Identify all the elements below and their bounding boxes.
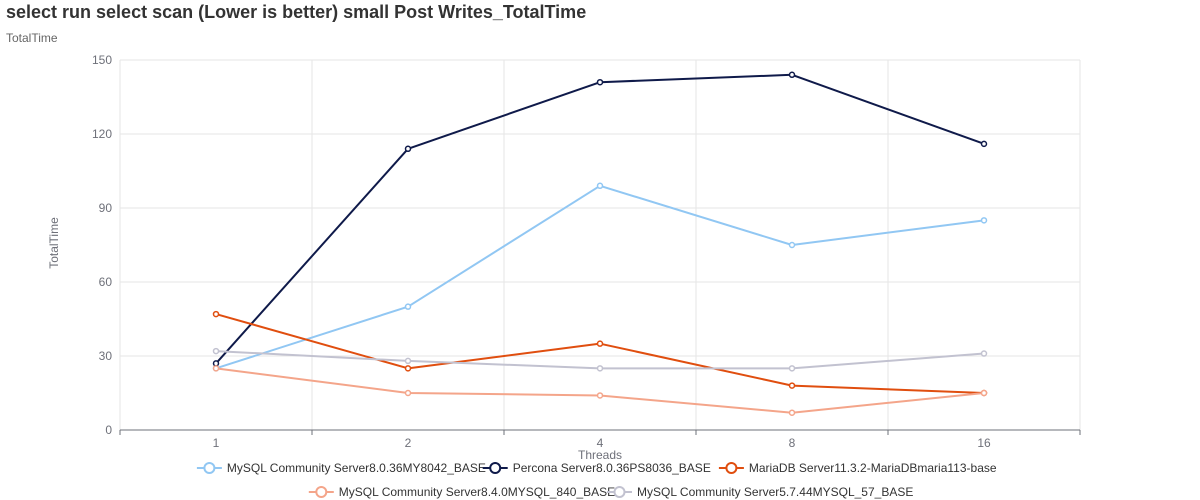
legend-label: MySQL Community Server5.7.44MYSQL_57_BAS… xyxy=(637,485,913,499)
data-point[interactable] xyxy=(980,389,988,397)
data-point[interactable] xyxy=(596,392,604,399)
data-point[interactable] xyxy=(596,78,604,86)
legend-marker xyxy=(725,462,738,474)
data-point[interactable] xyxy=(788,409,796,416)
axes: 0 30 60 90 120 150 1 2 4 8 16 Threads TotalTime xyxy=(47,53,1081,462)
chart-subtitle: TotalTime xyxy=(6,31,58,45)
x-axis-title: Threads xyxy=(578,448,622,462)
legend-label: MariaDB Server11.3.2-MariaDBmaria113-bas… xyxy=(749,461,997,475)
legend-marker xyxy=(203,462,216,474)
y-tick-label: 120 xyxy=(92,127,112,141)
legend-label: Percona Server8.0.36PS8036_BASE xyxy=(513,461,711,475)
data-point[interactable] xyxy=(404,145,412,153)
legend-item[interactable]: Percona Server8.0.36PS8036_BASE xyxy=(482,461,711,475)
data-point[interactable] xyxy=(788,382,796,389)
data-point[interactable] xyxy=(788,241,796,249)
legend-marker xyxy=(489,462,502,474)
legend-item[interactable]: MariaDB Server11.3.2-MariaDBmaria113-bas… xyxy=(718,461,997,475)
data-point[interactable] xyxy=(404,303,412,310)
legend-marker xyxy=(613,486,626,498)
data-point[interactable] xyxy=(212,347,220,355)
y-tick-label: 150 xyxy=(92,53,112,67)
data-point[interactable] xyxy=(404,389,412,397)
y-tick-label: 30 xyxy=(99,349,113,363)
grid xyxy=(119,59,1081,430)
data-point[interactable] xyxy=(212,365,220,372)
y-tick-label: 0 xyxy=(105,423,112,437)
legend: MySQL Community Server8.0.36MY8042_BASE P… xyxy=(196,461,997,499)
series-4 xyxy=(212,365,988,416)
x-tick-label: 4 xyxy=(597,436,604,450)
data-point[interactable] xyxy=(980,217,988,224)
legend-item[interactable]: MySQL Community Server8.0.36MY8042_BASE xyxy=(196,461,486,475)
legend-marker xyxy=(315,486,328,498)
data-point[interactable] xyxy=(788,71,796,79)
legend-item[interactable]: MySQL Community Server5.7.44MYSQL_57_BAS… xyxy=(607,485,913,499)
x-tick-label: 2 xyxy=(405,436,412,450)
data-point[interactable] xyxy=(980,350,988,357)
series-line[interactable] xyxy=(215,313,985,394)
data-point[interactable] xyxy=(596,365,604,372)
legend-label: MySQL Community Server8.0.36MY8042_BASE xyxy=(227,461,486,475)
y-tick-label: 90 xyxy=(99,201,113,215)
data-point[interactable] xyxy=(596,340,604,347)
data-point[interactable] xyxy=(404,357,412,365)
y-axis-title: TotalTime xyxy=(47,217,61,269)
data-point[interactable] xyxy=(212,310,220,318)
series-group xyxy=(212,71,988,416)
series-5 xyxy=(212,347,988,372)
legend-item[interactable]: MySQL Community Server8.4.0MYSQL_840_BAS… xyxy=(308,485,615,499)
data-point[interactable] xyxy=(596,182,604,190)
legend-label: MySQL Community Server8.4.0MYSQL_840_BAS… xyxy=(339,485,615,499)
series-line[interactable] xyxy=(215,73,985,365)
chart-title: select run select scan (Lower is better)… xyxy=(6,2,587,22)
series-2 xyxy=(212,71,988,367)
x-tick-label: 8 xyxy=(789,436,796,450)
data-point[interactable] xyxy=(788,365,796,372)
series-line[interactable] xyxy=(215,367,985,414)
x-tick-label: 16 xyxy=(977,436,991,450)
x-tick-label: 1 xyxy=(213,436,220,450)
y-tick-label: 60 xyxy=(99,275,113,289)
data-point[interactable] xyxy=(404,365,412,372)
data-point[interactable] xyxy=(980,140,988,148)
